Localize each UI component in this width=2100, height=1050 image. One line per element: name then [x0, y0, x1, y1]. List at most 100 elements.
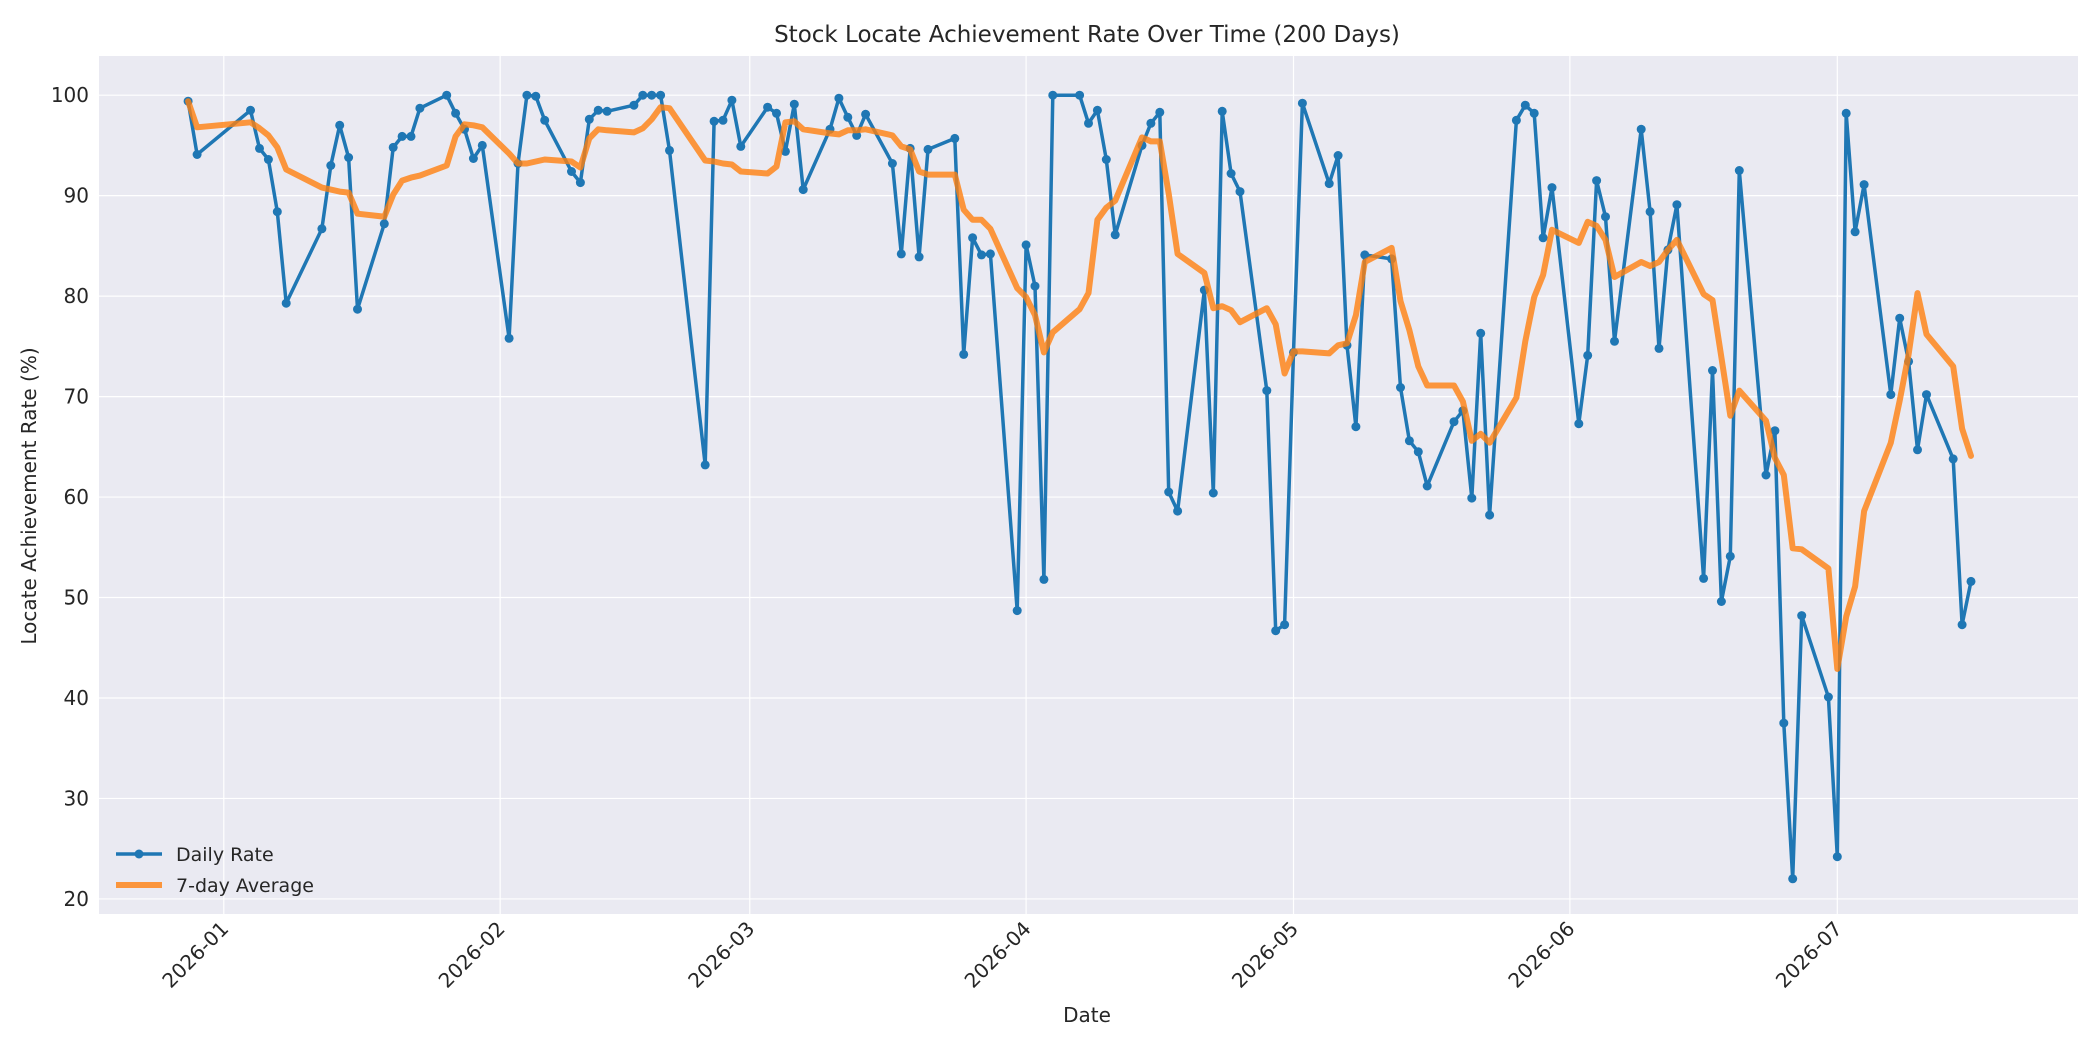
daily-rate-point — [1699, 573, 1709, 583]
daily-rate-point — [834, 93, 844, 103]
daily-rate-point — [789, 99, 799, 109]
y-tick-label: 30 — [64, 786, 89, 810]
daily-rate-point — [736, 141, 746, 151]
y-tick-label: 20 — [64, 887, 89, 911]
daily-rate-point — [968, 233, 978, 243]
daily-rate-point — [468, 154, 478, 163]
y-tick-label: 60 — [64, 485, 89, 509]
daily-rate-point — [1770, 426, 1780, 436]
daily-rate-point — [272, 207, 282, 217]
y-tick-label: 50 — [64, 586, 89, 610]
daily-rate-point — [406, 131, 416, 141]
daily-rate-point — [353, 304, 362, 314]
daily-rate-point — [1841, 108, 1851, 118]
daily-rate-point — [1957, 620, 1967, 630]
daily-rate-point — [1449, 417, 1459, 427]
seven-day-average-line — [185, 98, 1974, 672]
daily-rate-point — [1583, 350, 1593, 360]
y-tick-label: 100 — [51, 83, 89, 107]
daily-rate-point — [1601, 212, 1610, 222]
series-layer — [183, 90, 1976, 884]
daily-rate-point — [1779, 718, 1789, 728]
daily-rate-point — [629, 100, 639, 110]
daily-rate-point — [531, 91, 541, 101]
daily-rate-point — [977, 250, 986, 260]
daily-rate-point — [1476, 328, 1486, 338]
daily-rate-point — [1520, 100, 1530, 110]
daily-rate-point — [335, 120, 345, 130]
daily-rate-point — [575, 178, 585, 188]
daily-rate-point — [638, 90, 648, 100]
daily-rate-point — [344, 153, 354, 162]
daily-rate-point — [843, 112, 853, 122]
daily-rate-point — [1075, 90, 1085, 100]
y-tick-label: 90 — [64, 184, 89, 208]
daily-rate-point — [1610, 336, 1619, 346]
daily-rate-point — [1966, 576, 1976, 586]
plot-area — [99, 56, 2078, 914]
daily-rate-point — [665, 145, 674, 155]
daily-rate-point — [1859, 180, 1869, 190]
x-axis-label: Date — [1063, 1003, 1111, 1027]
daily-rate-point — [1797, 611, 1807, 621]
daily-rate-point — [1886, 390, 1896, 400]
daily-rate-point — [1039, 574, 1049, 584]
daily-rate-point — [1672, 200, 1682, 210]
daily-rate-point — [950, 133, 960, 143]
grid-lines — [99, 56, 2078, 914]
daily-rate-point — [1547, 183, 1557, 193]
legend: Daily Rate 7-day Average — [116, 844, 314, 897]
daily-rate-point — [772, 108, 781, 118]
daily-rate-point — [540, 115, 550, 125]
daily-rate-point — [1404, 436, 1414, 446]
daily-rate-point — [985, 249, 995, 259]
daily-rate-point — [656, 90, 666, 100]
daily-rate-point — [1413, 447, 1423, 457]
daily-rate-point — [442, 90, 452, 100]
daily-rate-point — [1734, 166, 1744, 175]
daily-rate-point — [1823, 692, 1833, 702]
daily-rate-point — [1217, 106, 1227, 116]
daily-rate-point — [896, 249, 906, 259]
daily-rate-point — [415, 103, 425, 113]
daily-rate-point — [584, 114, 594, 124]
daily-rate-point — [1324, 179, 1334, 189]
daily-rate-point — [397, 131, 407, 141]
daily-rate-point — [1333, 151, 1343, 160]
daily-rate-point — [1396, 383, 1405, 392]
daily-rate-point — [1208, 488, 1218, 498]
daily-rate-point — [763, 102, 773, 112]
daily-rate-point — [1922, 390, 1931, 400]
daily-rate-point — [1538, 233, 1548, 243]
daily-rate-point — [477, 140, 487, 150]
daily-rate-point — [1850, 227, 1860, 237]
daily-rate-point — [1048, 90, 1058, 100]
daily-rate-point — [1636, 124, 1646, 134]
daily-rate-point — [388, 142, 398, 152]
daily-rate-point — [1708, 366, 1717, 375]
daily-rate-point — [255, 143, 264, 153]
daily-rate-point — [281, 298, 291, 308]
daily-rate-point — [1895, 313, 1905, 323]
y-tick-label: 70 — [64, 385, 89, 409]
daily-rate-point — [1146, 118, 1156, 128]
daily-rate-point — [1645, 207, 1655, 217]
daily-rate-point — [1030, 281, 1040, 291]
daily-rate-point — [1297, 98, 1307, 108]
daily-rate-point — [1467, 493, 1477, 503]
daily-rate-point — [959, 349, 969, 359]
daily-rate-point — [709, 116, 719, 126]
daily-rate-point — [1761, 470, 1771, 480]
daily-rate-point — [718, 115, 728, 125]
daily-rate-point — [1485, 510, 1495, 520]
daily-rate-point — [1832, 852, 1842, 862]
daily-rate-point — [567, 167, 576, 176]
daily-rate-point — [1529, 108, 1539, 118]
legend-daily-label: Daily Rate — [176, 844, 274, 866]
daily-rate-point — [1226, 169, 1236, 178]
daily-rate-point — [1084, 118, 1093, 128]
daily-rate-line — [186, 93, 1973, 881]
daily-rate-point — [1592, 176, 1602, 186]
daily-rate-point — [1948, 454, 1958, 464]
